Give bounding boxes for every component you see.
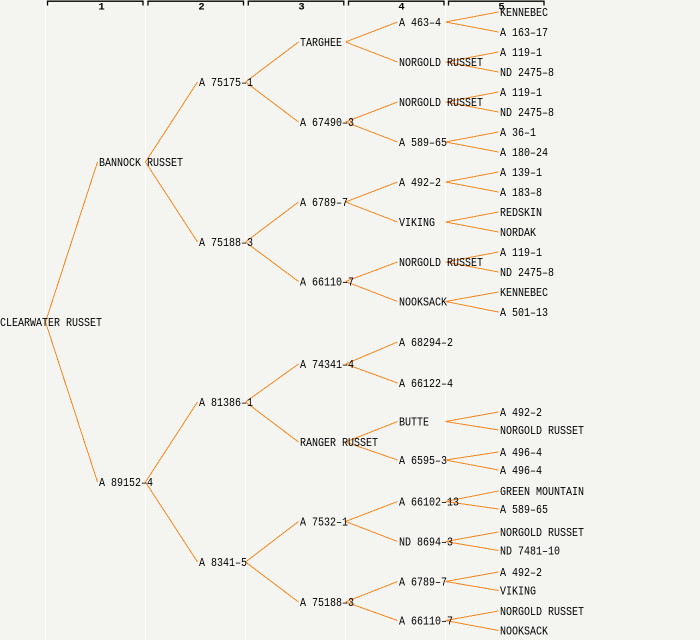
- svg-text:NORGOLD RUSSET: NORGOLD RUSSET: [399, 256, 483, 270]
- svg-text:NORGOLD RUSSET: NORGOLD RUSSET: [399, 96, 483, 110]
- svg-text:KENNEBEC: KENNEBEC: [500, 286, 548, 300]
- svg-text:3: 3: [298, 2, 304, 14]
- svg-text:NORGOLD RUSSET: NORGOLD RUSSET: [399, 56, 483, 70]
- svg-text:A 463–4: A 463–4: [399, 16, 441, 30]
- svg-text:A 119–1: A 119–1: [500, 46, 542, 60]
- svg-text:4: 4: [398, 2, 404, 14]
- svg-text:A 119–1: A 119–1: [500, 246, 542, 260]
- svg-text:VIKING: VIKING: [500, 585, 536, 599]
- svg-text:A 66122–4: A 66122–4: [399, 377, 453, 391]
- svg-text:A 89152–4: A 89152–4: [99, 476, 153, 490]
- svg-text:A 66110–7: A 66110–7: [399, 615, 453, 629]
- svg-text:GREEN MOUNTAIN: GREEN MOUNTAIN: [500, 485, 584, 499]
- svg-text:NORGOLD RUSSET: NORGOLD RUSSET: [500, 424, 584, 438]
- svg-text:ND 2475–8: ND 2475–8: [500, 66, 554, 80]
- svg-text:A 66110–7: A 66110–7: [300, 276, 354, 290]
- svg-text:A 492–2: A 492–2: [500, 566, 542, 580]
- svg-text:NOOKSACK: NOOKSACK: [399, 296, 448, 310]
- svg-text:1: 1: [98, 2, 104, 14]
- svg-text:A 67490–3: A 67490–3: [300, 116, 354, 130]
- svg-text:TARGHEE: TARGHEE: [300, 36, 342, 50]
- svg-text:A 589–65: A 589–65: [399, 136, 447, 150]
- svg-text:A 68294–2: A 68294–2: [399, 336, 453, 350]
- svg-text:BUTTE: BUTTE: [399, 416, 429, 430]
- svg-text:ND 2475–8: ND 2475–8: [500, 106, 554, 120]
- svg-text:NORGOLD RUSSET: NORGOLD RUSSET: [500, 605, 584, 619]
- svg-text:A 66102–13: A 66102–13: [399, 496, 459, 510]
- svg-text:A 6789–7: A 6789–7: [300, 196, 348, 210]
- svg-text:A 589–65: A 589–65: [500, 503, 548, 517]
- svg-text:ND 8694–3: ND 8694–3: [399, 536, 453, 550]
- svg-text:RANGER RUSSET: RANGER RUSSET: [300, 436, 378, 450]
- svg-text:KENNEBEC: KENNEBEC: [500, 6, 548, 20]
- svg-text:NORDAK: NORDAK: [500, 226, 537, 240]
- svg-text:A 8341–5: A 8341–5: [199, 556, 247, 570]
- svg-text:A 7532–1: A 7532–1: [300, 516, 348, 530]
- svg-text:A 501–13: A 501–13: [500, 306, 548, 320]
- svg-text:A 6595–3: A 6595–3: [399, 454, 447, 468]
- svg-text:A 6789–7: A 6789–7: [399, 576, 447, 590]
- svg-text:A 119–1: A 119–1: [500, 86, 542, 100]
- svg-text:ND 7481–10: ND 7481–10: [500, 545, 560, 559]
- svg-text:A 36–1: A 36–1: [500, 126, 536, 140]
- svg-text:A 75188–3: A 75188–3: [199, 236, 253, 250]
- svg-text:CLEARWATER RUSSET: CLEARWATER RUSSET: [0, 316, 102, 330]
- svg-text:2: 2: [198, 2, 204, 14]
- svg-text:A 74341–4: A 74341–4: [300, 358, 354, 372]
- svg-text:A 139–1: A 139–1: [500, 166, 542, 180]
- svg-text:A 496–4: A 496–4: [500, 464, 542, 478]
- svg-text:NORGOLD RUSSET: NORGOLD RUSSET: [500, 526, 584, 540]
- svg-text:A 180–24: A 180–24: [500, 146, 548, 160]
- svg-text:5: 5: [498, 2, 504, 14]
- svg-text:A 183–8: A 183–8: [500, 186, 542, 200]
- svg-text:ND 2475–8: ND 2475–8: [500, 266, 554, 280]
- svg-text:A 75175–1: A 75175–1: [199, 76, 253, 90]
- svg-text:VIKING: VIKING: [399, 216, 435, 230]
- svg-text:NOOKSACK: NOOKSACK: [500, 625, 549, 639]
- svg-text:BANNOCK RUSSET: BANNOCK RUSSET: [99, 156, 183, 170]
- svg-text:A 492–2: A 492–2: [500, 406, 542, 420]
- svg-text:A 75188–3: A 75188–3: [300, 596, 354, 610]
- svg-text:A 163–17: A 163–17: [500, 26, 548, 40]
- svg-text:REDSKIN: REDSKIN: [500, 206, 542, 220]
- svg-text:A 492–2: A 492–2: [399, 176, 441, 190]
- svg-text:A 496–4: A 496–4: [500, 446, 542, 460]
- svg-text:A 81386–1: A 81386–1: [199, 396, 253, 410]
